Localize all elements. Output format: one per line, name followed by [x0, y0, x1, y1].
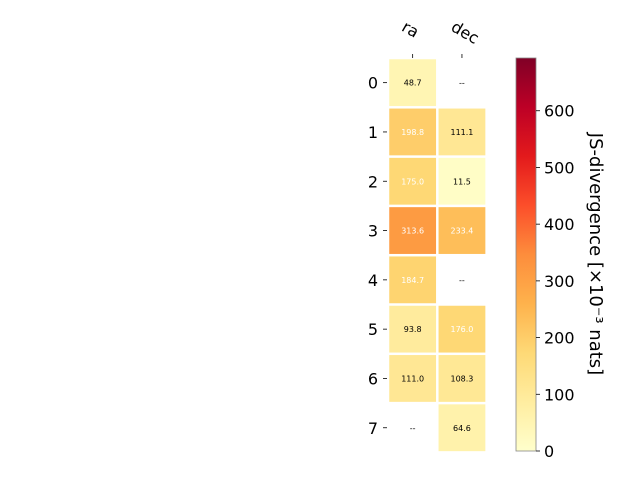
- row-label-0: 0: [368, 74, 378, 93]
- heatmap-cell-4-ra: [389, 256, 437, 304]
- colorbar-tick-label: 300: [544, 272, 575, 291]
- heatmap-cell-label-7-dec: 64.6: [453, 424, 471, 433]
- column-label-ra: ra: [399, 17, 423, 42]
- heatmap-cell-label-6-dec: 108.3: [450, 374, 473, 383]
- colorbar-tick-label: 0: [544, 442, 554, 461]
- heatmap-cell-1-dec: [438, 108, 486, 156]
- heatmap-cell-label-0-dec: --: [459, 79, 465, 88]
- heatmap-cell-0-ra: [389, 59, 437, 107]
- row-labels: 0 1 2 3 4 5 6 7: [368, 74, 387, 438]
- row-label-4: 4: [368, 271, 378, 290]
- heatmap-cell-1-ra: [389, 108, 437, 156]
- colorbar-tick-label: 600: [544, 102, 575, 121]
- row-label-6: 6: [368, 369, 378, 388]
- row-label-1: 1: [368, 123, 378, 142]
- row-label-2: 2: [368, 172, 378, 191]
- colorbar-tick-label: 500: [544, 158, 575, 177]
- heatmap-cell-label-1-dec: 111.1: [450, 128, 473, 137]
- heatmap-cells: 48.7 -- 198.8 111.1 175.0 11.5 313.6 233.4 184.7…: [389, 59, 486, 452]
- heatmap-cell-5-ra: [389, 305, 437, 353]
- colorbar-gradient: [515, 57, 537, 452]
- heatmap-cell-2-dec: [438, 157, 486, 205]
- heatmap-cell-2-ra: [389, 157, 437, 205]
- heatmap-cell-5-dec: [438, 305, 486, 353]
- heatmap-cell-label-7-ra: --: [410, 424, 416, 433]
- heatmap-cell-6-ra: [389, 355, 437, 402]
- heatmap-cell-label-2-dec: 11.5: [453, 177, 471, 186]
- heatmap-cell-6-dec: [438, 355, 486, 402]
- heatmap-cell-3-dec: [438, 207, 486, 254]
- heatmap-cell-label-6-ra: 111.0: [401, 374, 424, 383]
- heatmap-cell-label-3-dec: 233.4: [450, 227, 473, 236]
- heatmap-cell-label-4-ra: 184.7: [401, 276, 424, 285]
- colorbar-tick-label: 100: [544, 385, 575, 404]
- heatmap-cell-label-5-ra: 93.8: [404, 325, 422, 334]
- column-label-dec: dec: [448, 17, 482, 48]
- heatmap-cell-label-2-ra: 175.0: [401, 177, 424, 186]
- heatmap-cell-label-4-dec: --: [459, 276, 465, 285]
- colorbar-tick-label: 400: [544, 215, 575, 234]
- row-label-5: 5: [368, 320, 378, 339]
- column-labels: ra dec: [399, 17, 482, 58]
- colorbar-tick-label: 200: [544, 329, 575, 348]
- heatmap-cell-label-3-ra: 313.6: [401, 227, 424, 236]
- heatmap-cell-3-ra: [389, 207, 437, 254]
- row-label-7: 7: [368, 419, 378, 438]
- colorbar-ticks: 0 100 200 300 400 500 600: [536, 102, 575, 461]
- heatmap-cell-label-0-ra: 48.7: [404, 79, 422, 88]
- heatmap-cell-label-1-ra: 198.8: [401, 128, 424, 137]
- colorbar-title: JS-divergence [×10⁻³ nats]: [585, 132, 606, 375]
- heatmap-cell-label-5-dec: 176.0: [450, 325, 473, 334]
- colorbar: 0 100 200 300 400 500 600 JS-divergence [×10⁻³…: [515, 57, 606, 461]
- row-label-3: 3: [368, 222, 378, 241]
- heatmap-cell-7-dec: [438, 404, 486, 452]
